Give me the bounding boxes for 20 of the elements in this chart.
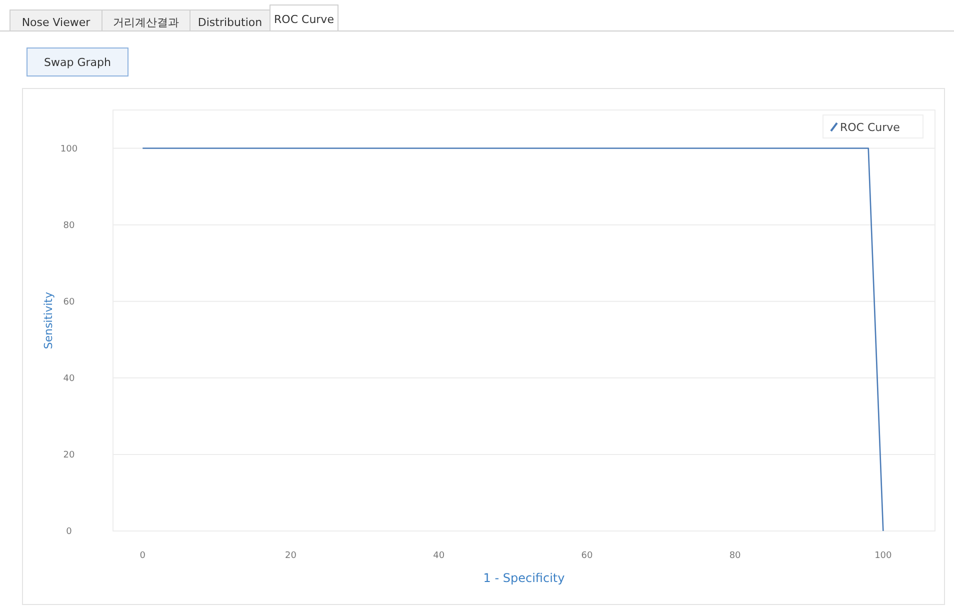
text: Distribution bbox=[198, 16, 262, 29]
text: Swap Graph bbox=[44, 56, 111, 69]
y-tick-label: 0 bbox=[66, 527, 72, 537]
legend-label: ROC Curve bbox=[840, 121, 900, 134]
text: 거리계산결과 bbox=[113, 16, 179, 29]
x-tick-label: 80 bbox=[729, 551, 742, 561]
x-tick-label: 40 bbox=[433, 551, 445, 561]
y-tick-label: 20 bbox=[63, 450, 75, 460]
text: Nose Viewer bbox=[22, 16, 91, 29]
x-axis-title: 1 - Specificity bbox=[483, 571, 565, 585]
x-tick-label: 100 bbox=[874, 551, 892, 561]
text: ROC Curve bbox=[274, 13, 334, 26]
y-tick-label: 60 bbox=[63, 297, 75, 308]
y-tick-label: 100 bbox=[60, 144, 78, 154]
x-tick-label: 60 bbox=[581, 551, 593, 561]
x-tick-label: 20 bbox=[285, 551, 297, 561]
y-tick-label: 80 bbox=[63, 220, 75, 231]
x-tick-label: 0 bbox=[140, 551, 146, 561]
y-tick-label: 40 bbox=[63, 374, 75, 384]
y-axis-title: Sensitivity bbox=[42, 291, 55, 350]
